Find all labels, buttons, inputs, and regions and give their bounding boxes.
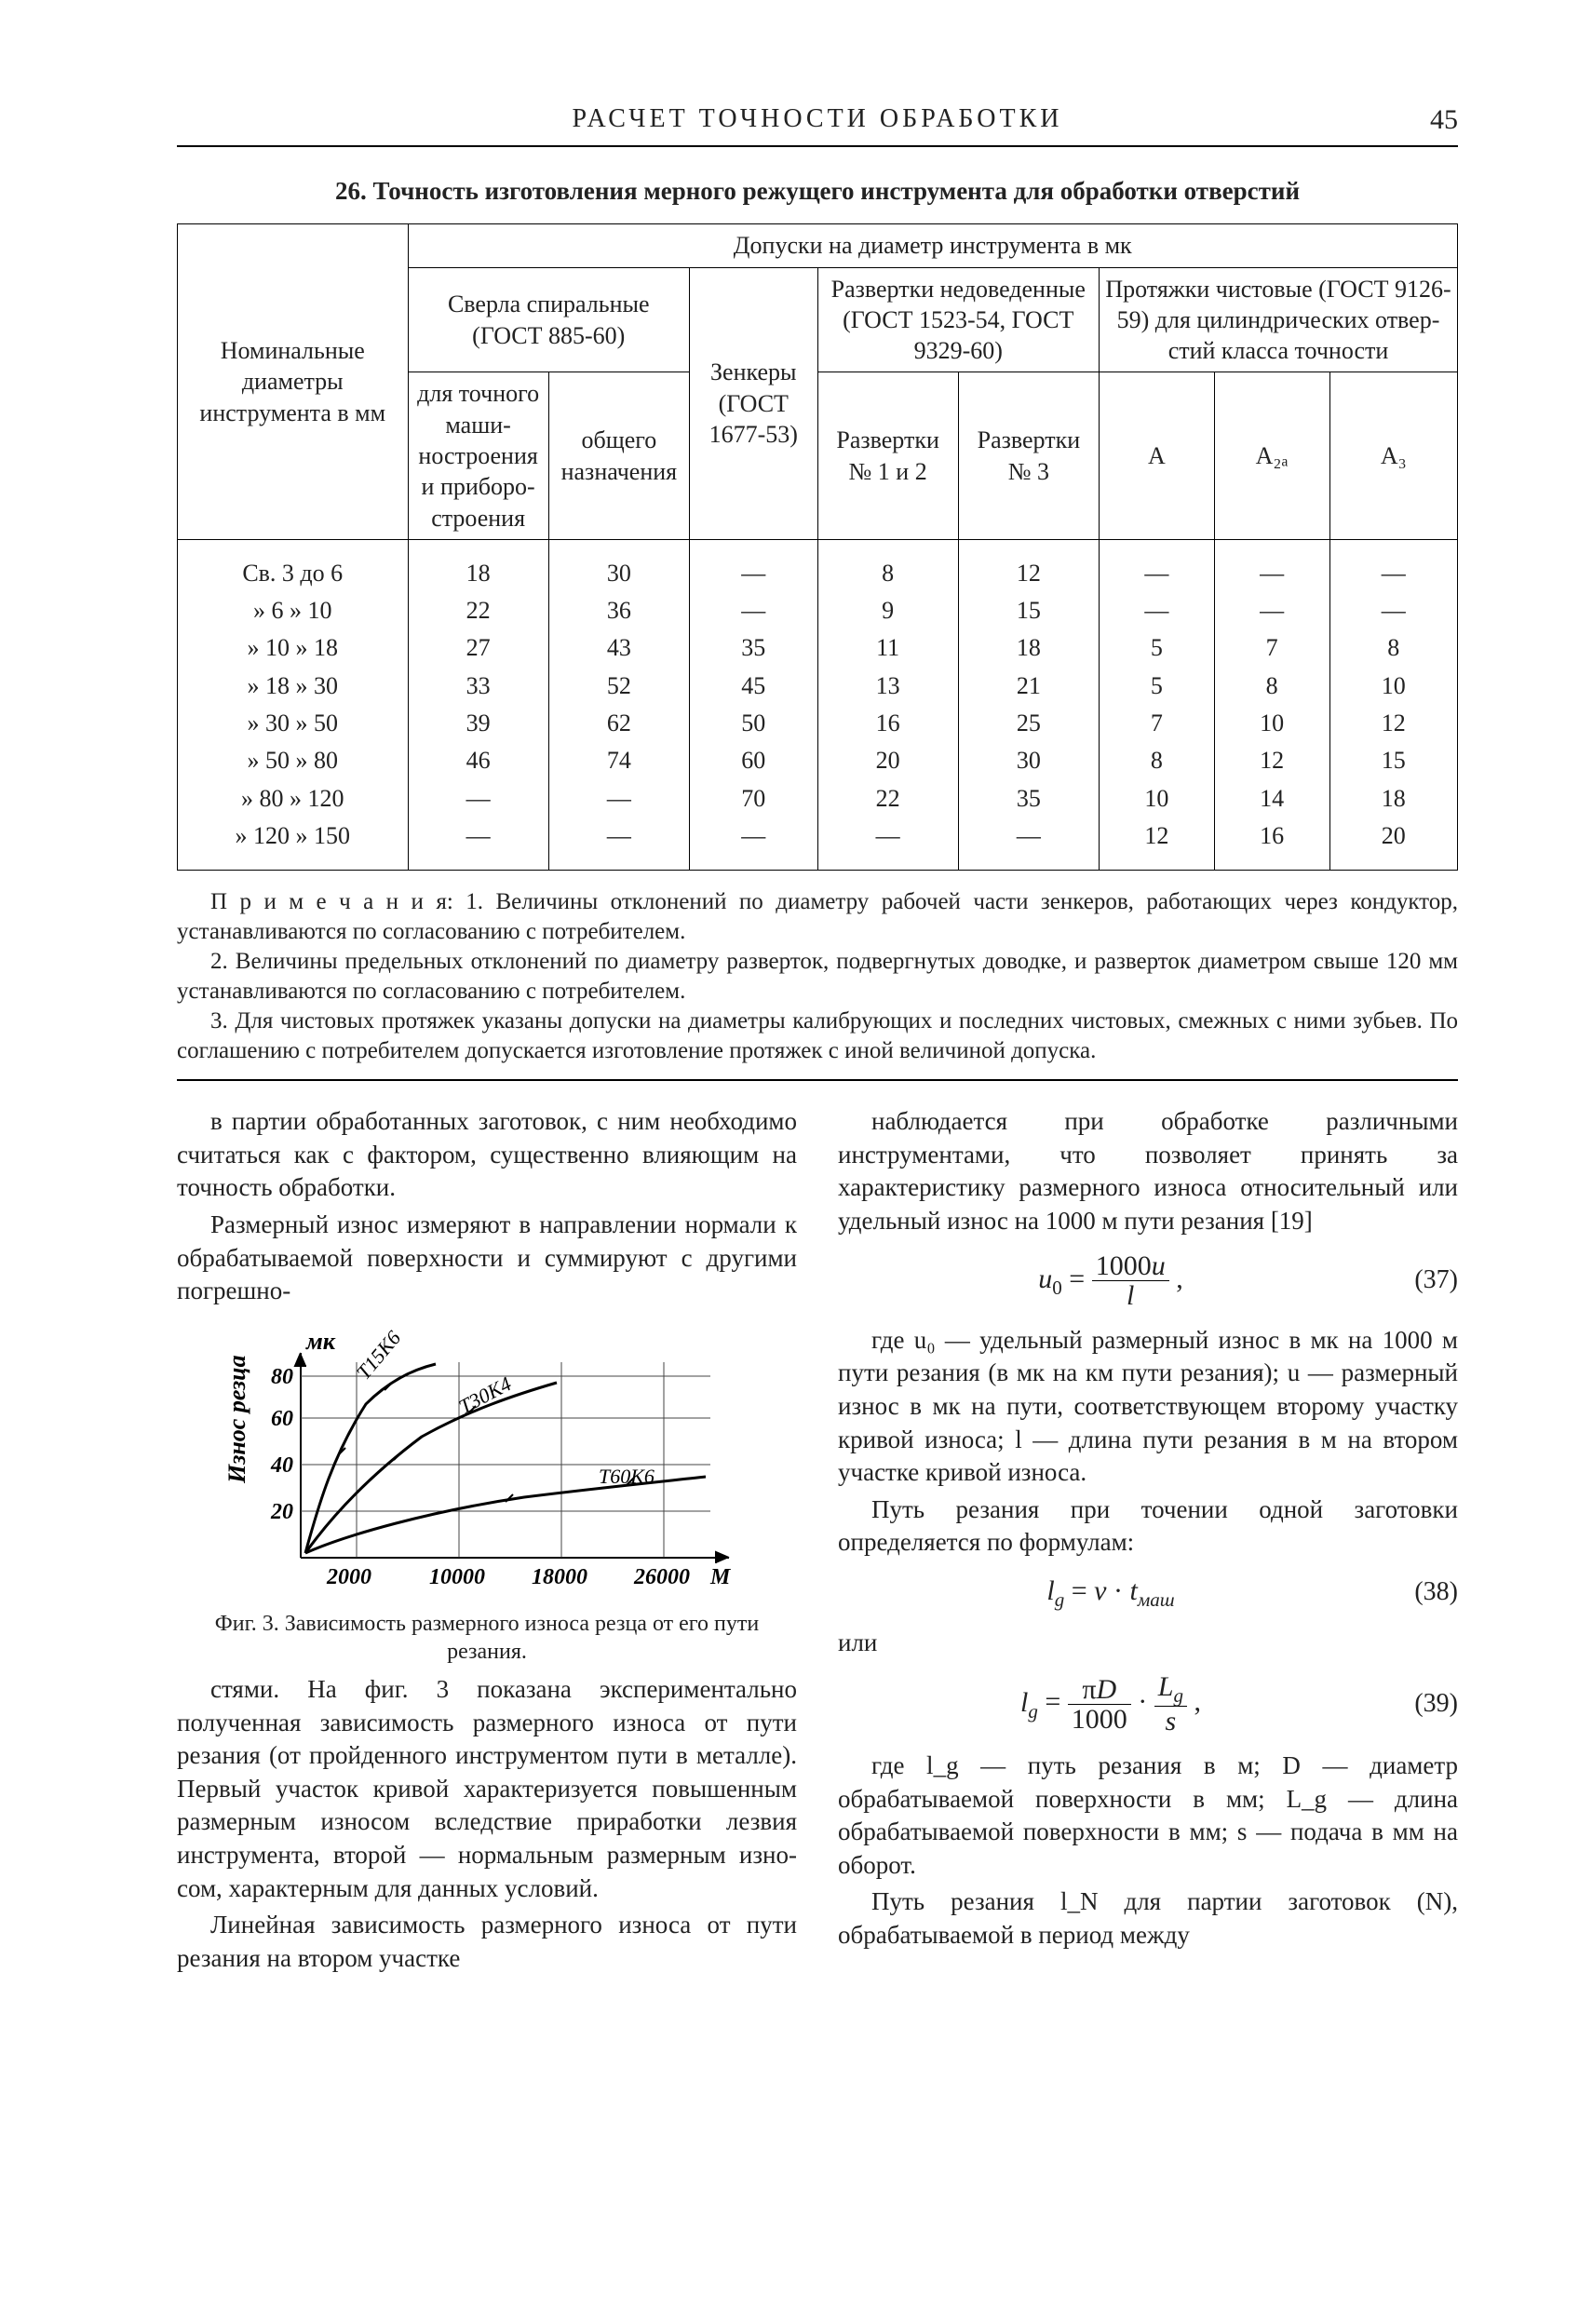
eqnum-39: (39): [1383, 1687, 1458, 1722]
sub-a2a: A₂ₐ: [1214, 372, 1329, 539]
xtick-0: 2000: [326, 1565, 371, 1589]
ytick-60: 60: [271, 1407, 293, 1431]
y-axis-label: Износ резца: [226, 1355, 250, 1484]
sub-a3: A₃: [1329, 372, 1458, 539]
tolerance-table: Номинальные диаметры инструмента в мм До…: [177, 223, 1458, 871]
figure-3: мк Износ резца: [177, 1325, 797, 1666]
equation-37: u0 = 1000ul , (37): [838, 1251, 1458, 1311]
sub-a: A: [1100, 372, 1215, 539]
eqnum-37: (37): [1383, 1263, 1458, 1298]
xtick-1: 10000: [429, 1565, 485, 1589]
ytick-80: 80: [271, 1365, 293, 1389]
wear-chart: мк Износ резца: [226, 1325, 748, 1604]
group-broach: Протяжки чистовые (ГОСТ 9126-59) для цил…: [1100, 267, 1458, 372]
sub-drill-prec: для точ­ного маши­ностроения и приборо­с…: [408, 372, 548, 539]
cell-c1: 18 22 27 33 39 46 — —: [408, 539, 548, 870]
eqnum-38: (38): [1383, 1575, 1458, 1610]
table-notes: П р и м е ч а н и я: 1. Величины отклоне…: [177, 887, 1458, 1066]
note-1: П р и м е ч а н и я: 1. Величины отклоне…: [177, 887, 1458, 947]
sub-drill-gen: общего назначения: [548, 372, 689, 539]
table-caption: 26. Точность изготовления мерного режуще…: [177, 175, 1458, 208]
cell-c2: 30 36 43 52 62 74 — —: [548, 539, 689, 870]
running-head: РАСЧЕТ ТОЧНОСТИ ОБРАБОТКИ: [177, 102, 1458, 136]
cell-c3: — — 35 45 50 60 70 —: [690, 539, 818, 870]
left-p3: стями. На фиг. 3 показана эксперимен­тал…: [177, 1673, 797, 1905]
right-column: наблюдается при обработке различными инс…: [838, 1105, 1458, 1979]
body-columns: в партии обработанных заготовок, с ним н…: [177, 1105, 1458, 1979]
table-row: Св. 3 до 6 » 6 » 10 » 10 » 18 » 18 » 30 …: [178, 539, 1458, 870]
xtick-2: 18000: [532, 1565, 587, 1589]
left-p2: Размерный износ измеряют в направле­нии …: [177, 1209, 797, 1308]
right-or: или: [838, 1627, 1458, 1660]
page: 45 РАСЧЕТ ТОЧНОСТИ ОБРАБОТКИ 26. Точност…: [0, 0, 1579, 2324]
xtick-3: 26000: [633, 1565, 690, 1589]
equation-38: lg = v · tмаш (38): [838, 1573, 1458, 1614]
sub-reamer3: Развертки № 3: [958, 372, 1099, 539]
cell-c4: 8 9 11 13 16 20 22 —: [817, 539, 958, 870]
cell-c7: — — 7 8 10 12 14 16: [1214, 539, 1329, 870]
page-number: 45: [1430, 102, 1458, 138]
right-p2: где u₀ — удельный размерный износ в мк н…: [838, 1324, 1458, 1490]
row-header: Номинальные диаметры инструмента в мм: [178, 224, 409, 539]
right-p1: наблюдается при обработке различными инс…: [838, 1105, 1458, 1238]
figure-caption: Фиг. 3. Зависимость размерного износа ре…: [177, 1610, 797, 1666]
cell-c5: 12 15 18 21 25 30 35 —: [958, 539, 1099, 870]
left-p4: Линейная зависимость размерного из­носа …: [177, 1909, 797, 1975]
left-p1: в партии обработанных заготовок, с ним н…: [177, 1105, 797, 1205]
cell-c8: — — 8 10 12 15 18 20: [1329, 539, 1458, 870]
note-2: 2. Величины предельных отклонений по диа…: [177, 947, 1458, 1007]
ytick-40: 40: [270, 1453, 293, 1478]
xtick-m: М: [709, 1565, 732, 1589]
right-p4: где l_g — путь резания в м; D — диа­метр…: [838, 1750, 1458, 1883]
super-header: Допуски на диаметр инструмента в мк: [408, 224, 1458, 267]
cell-c6: — — 5 5 7 8 10 12: [1100, 539, 1215, 870]
sub-reamer12: Развертки № 1 и 2: [817, 372, 958, 539]
group-zenker: Зенкеры (ГОСТ 1677-53): [690, 267, 818, 539]
right-p3: Путь резания при точении одной за­готовк…: [838, 1493, 1458, 1560]
diam-cell: Св. 3 до 6 » 6 » 10 » 10 » 18 » 18 » 30 …: [178, 539, 409, 870]
group-drills: Сверла спиральные (ГОСТ 885-60): [408, 267, 690, 372]
notes-rule: [177, 1079, 1458, 1081]
y-unit: мк: [305, 1328, 336, 1355]
right-p5: Путь резания l_N для партии заготовок (N…: [838, 1885, 1458, 1952]
equation-39: lg = πD1000 · Lgs , (39): [838, 1672, 1458, 1736]
left-column: в партии обработанных заготовок, с ним н…: [177, 1105, 797, 1979]
curve-label-3: Т60К6: [599, 1465, 655, 1488]
note-3: 3. Для чистовых протяжек указаны допуски…: [177, 1007, 1458, 1066]
header-rule: [177, 145, 1458, 147]
group-reamers: Развертки недове­денные (ГОСТ 1523-54, Г…: [817, 267, 1100, 372]
ytick-20: 20: [270, 1500, 293, 1524]
